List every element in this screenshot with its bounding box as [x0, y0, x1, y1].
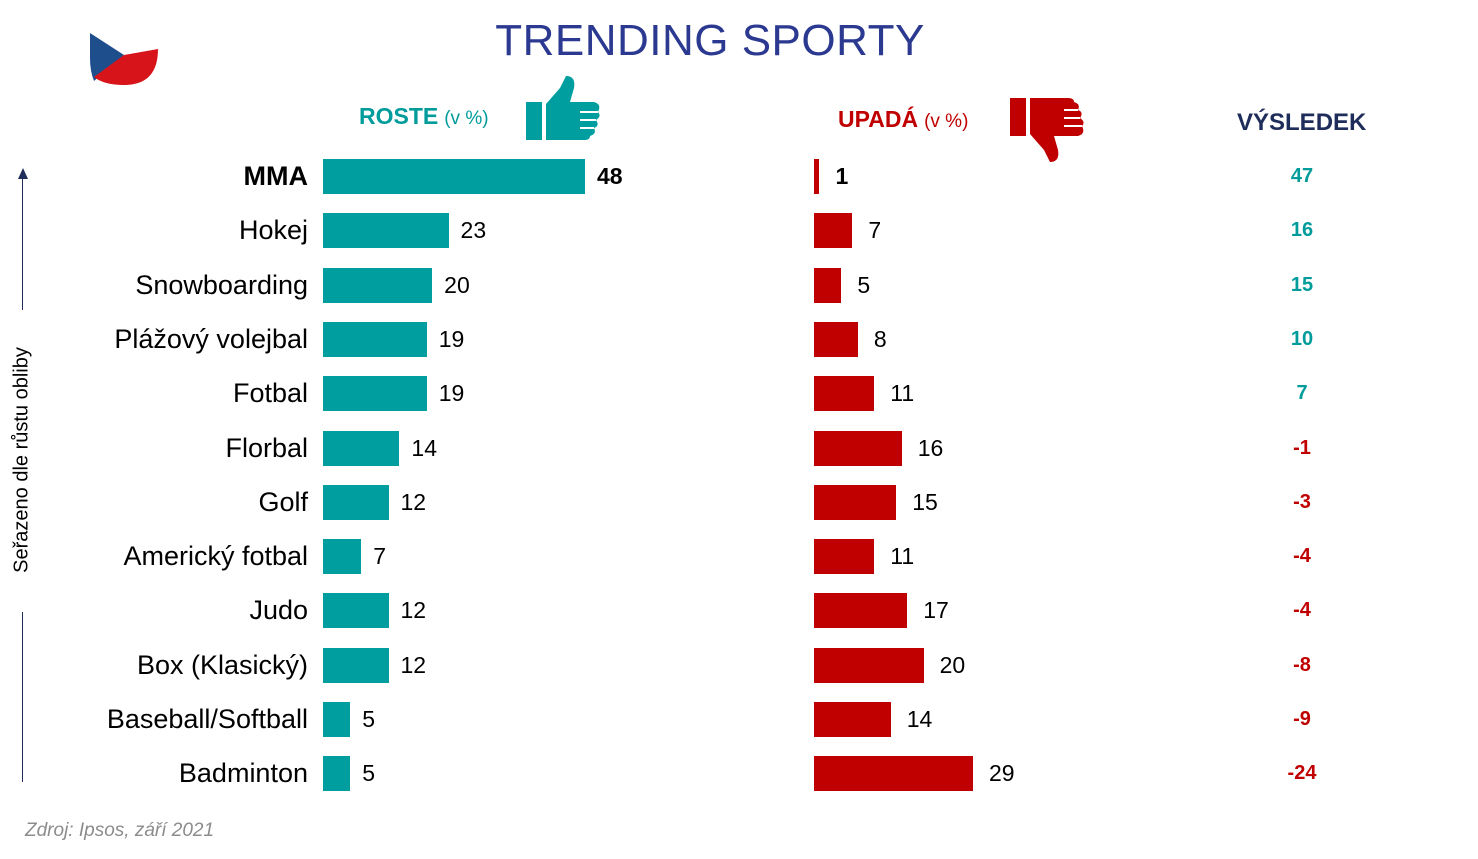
growing-bar [323, 647, 389, 683]
declining-value-label: 7 [868, 217, 882, 244]
result-value-label: -8 [1293, 653, 1311, 676]
growing-header: ROSTE (v %) [359, 103, 489, 130]
declining-bar [814, 159, 820, 194]
category-label: Americký fotbal [123, 541, 308, 572]
result-value-label: -3 [1293, 490, 1311, 513]
category-label: MMA [243, 161, 308, 191]
declining-bar [814, 376, 875, 412]
source-note: Zdroj: Ipsos, září 2021 [25, 820, 215, 841]
declining-value-label: 14 [906, 706, 933, 732]
result-value-label: -1 [1293, 436, 1311, 459]
result-value-label: -4 [1293, 599, 1311, 622]
declining-header-label: UPADÁ [838, 106, 919, 132]
declining-value-label: 11 [890, 380, 915, 407]
growing-bar [323, 159, 585, 194]
growing-value-label: 12 [400, 488, 427, 515]
category-label: Fotbal [232, 378, 308, 409]
declining-bar [814, 213, 853, 249]
declining-value-label: 8 [873, 325, 887, 352]
growing-header-unit: (v %) [444, 108, 489, 129]
growing-value-label: 7 [373, 543, 386, 570]
growing-bar [323, 702, 351, 737]
category-label: Florbal [225, 432, 308, 463]
result-value-label: 10 [1290, 327, 1314, 350]
growing-value-label: 5 [362, 706, 376, 732]
growing-header-label: ROSTE [359, 103, 439, 129]
declining-value-label: 20 [939, 651, 966, 678]
declining-value-label: 15 [912, 488, 938, 515]
result-value-label: 47 [1290, 165, 1314, 187]
thumbs-up-icon [526, 76, 600, 140]
growing-value-label: 20 [444, 271, 470, 298]
growing-bar [323, 213, 449, 249]
growing-bar [323, 756, 351, 792]
growing-bar [323, 539, 362, 575]
growing-bar [323, 484, 389, 520]
category-label: Box (Klasický) [136, 649, 308, 680]
declining-bar [814, 430, 902, 466]
growing-value-label: 19 [438, 380, 465, 407]
declining-value-label: 11 [890, 543, 915, 570]
growing-bar [323, 267, 433, 303]
category-label: Golf [258, 486, 308, 517]
growing-value-label: 19 [438, 325, 465, 352]
result-value-label: -4 [1293, 545, 1311, 568]
declining-bar [814, 539, 875, 575]
axis-arrow [18, 168, 28, 179]
declining-bar [814, 756, 973, 792]
growing-value-label: 5 [362, 760, 376, 787]
declining-header-unit: (v %) [924, 111, 969, 132]
declining-value-label: 5 [857, 271, 871, 298]
growing-bar [323, 321, 427, 357]
growing-bar [323, 593, 389, 629]
growing-value-label: 48 [597, 163, 623, 189]
axis-line-upper [22, 178, 23, 310]
result-value-label: 15 [1290, 273, 1314, 296]
chart-title: TRENDING SPORTY [495, 16, 925, 65]
declining-value-label: 1 [835, 163, 849, 189]
result-value-label: 7 [1296, 382, 1308, 405]
result-value-label: -24 [1287, 762, 1317, 785]
declining-bar [814, 647, 924, 683]
category-label: Hokej [238, 215, 308, 246]
declining-bar [814, 593, 908, 629]
category-label: Judo [249, 595, 308, 626]
growing-value-label: 12 [400, 651, 427, 678]
declining-header: UPADÁ (v %) [838, 106, 968, 133]
category-label: Plážový volejbal [114, 323, 308, 354]
result-value-label: -9 [1293, 708, 1311, 730]
thumbs-down-icon [1010, 98, 1084, 162]
declining-value-label: 16 [917, 434, 944, 461]
result-header: VÝSLEDEK [1237, 109, 1367, 136]
category-label: Snowboarding [135, 269, 308, 300]
declining-value-label: 29 [989, 760, 1015, 787]
result-value-label: 16 [1290, 219, 1314, 242]
growing-value-label: 14 [411, 434, 437, 461]
declining-bar [814, 702, 891, 737]
axis-line-lower [22, 612, 23, 782]
declining-value-label: 17 [923, 597, 949, 624]
growing-bar [323, 376, 427, 412]
category-label: Baseball/Softball [106, 704, 308, 734]
czech-flag-icon [90, 31, 158, 85]
growing-value-label: 23 [460, 217, 487, 244]
growing-value-label: 12 [400, 597, 427, 624]
category-label: Badminton [178, 758, 308, 789]
declining-bar [814, 484, 897, 520]
declining-bar [814, 267, 842, 303]
declining-bar [814, 321, 858, 357]
growing-bar [323, 430, 400, 466]
